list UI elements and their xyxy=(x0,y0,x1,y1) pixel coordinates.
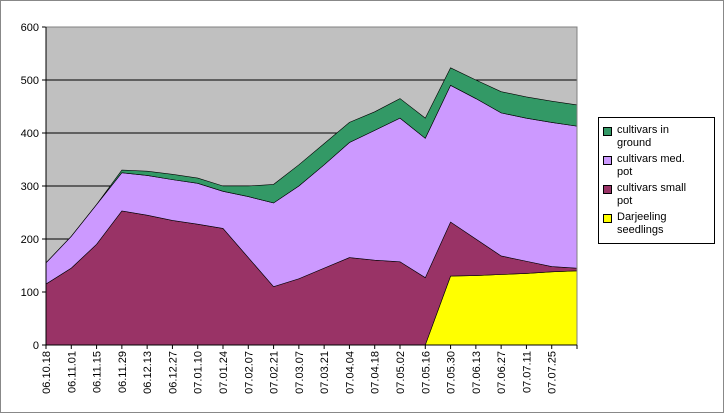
legend-label: cultivars small pot xyxy=(617,182,687,207)
x-tick-label: 06.11.01 xyxy=(66,351,78,393)
y-tick-label: 300 xyxy=(21,181,39,193)
y-tick-label: 600 xyxy=(21,22,39,34)
legend-item: cultivars in ground xyxy=(603,124,710,150)
x-tick-label: 07.06.27 xyxy=(496,351,508,394)
legend-swatch xyxy=(603,127,612,136)
x-tick-label: 07.06.13 xyxy=(471,351,483,394)
y-tick-label: 100 xyxy=(21,287,39,299)
x-tick-label: 07.02.07 xyxy=(243,351,255,394)
legend-swatch xyxy=(603,185,612,194)
legend-label: cultivars med. pot xyxy=(617,153,685,178)
x-tick-label: 06.12.13 xyxy=(142,351,154,394)
x-tick-label: 07.07.11 xyxy=(521,351,533,393)
legend: cultivars in ground cultivars med. pot cul… xyxy=(598,117,715,244)
x-tick-label: 07.02.21 xyxy=(269,351,281,394)
y-tick-label: 200 xyxy=(21,234,39,246)
x-tick-label: 07.04.18 xyxy=(370,351,382,394)
legend-swatch xyxy=(603,214,612,223)
y-tick-label: 500 xyxy=(21,75,39,87)
x-tick-label: 06.11.15 xyxy=(92,351,104,393)
x-tick-label: 07.03.21 xyxy=(319,351,331,394)
legend-item: cultivars med. pot xyxy=(603,153,710,179)
x-tick-label: 07.01.24 xyxy=(218,351,230,394)
legend-item: cultivars small pot xyxy=(603,182,710,208)
x-tick-label: 07.05.30 xyxy=(446,351,458,394)
x-tick-label: 07.01.10 xyxy=(193,351,205,394)
x-tick-label: 07.07.25 xyxy=(547,351,559,394)
x-tick-label: 06.12.27 xyxy=(167,351,179,394)
legend-label: cultivars in ground xyxy=(617,124,669,149)
x-tick-label: 06.10.18 xyxy=(41,351,53,394)
y-tick-label: 0 xyxy=(33,340,39,352)
x-tick-label: 07.05.16 xyxy=(420,351,432,394)
x-tick-label: 07.04.04 xyxy=(344,351,356,394)
legend-swatch xyxy=(603,156,612,165)
x-tick-label: 07.05.02 xyxy=(395,351,407,394)
legend-label: Darjeeling seedlings xyxy=(617,211,667,236)
legend-item: Darjeeling seedlings xyxy=(603,211,710,237)
x-tick-label: 07.03.07 xyxy=(294,351,306,394)
y-tick-label: 400 xyxy=(21,128,39,140)
x-tick-label: 06.11.29 xyxy=(117,351,129,393)
